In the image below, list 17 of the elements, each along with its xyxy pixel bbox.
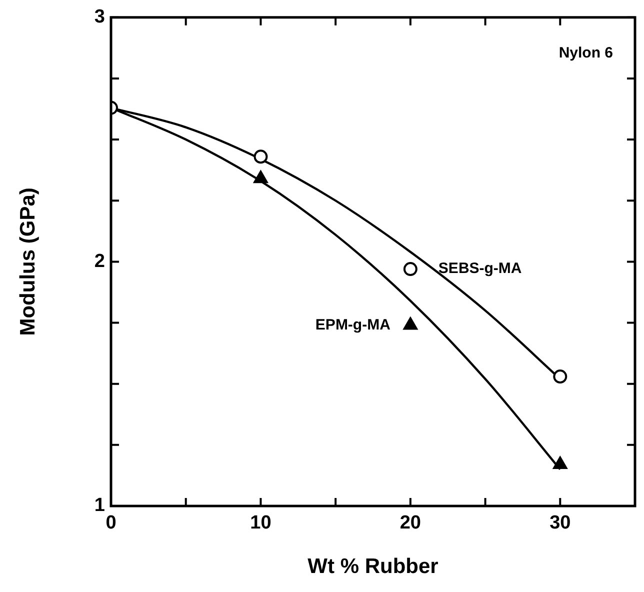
- x-tick-label: 0: [106, 512, 116, 534]
- y-tick-label: 1: [94, 495, 106, 516]
- annotation: Nylon 6: [558, 44, 613, 62]
- point: [254, 170, 268, 184]
- point: [403, 317, 418, 330]
- y-tick-label: 3: [94, 6, 105, 28]
- x-tick-label: 30: [550, 512, 571, 534]
- point: [403, 262, 418, 276]
- x-axis-title: Wt % Rubber: [308, 555, 438, 578]
- x-tick-label: 20: [400, 512, 421, 534]
- x-tick-label: 10: [250, 512, 272, 534]
- point: [553, 456, 568, 469]
- series-label: EPM-g-MA: [315, 316, 391, 334]
- point: [254, 150, 268, 164]
- series-label: SEBS-g-MA: [438, 260, 522, 278]
- y-axis-title: Modulus (GPa): [16, 188, 40, 336]
- y-tick-label: 2: [94, 250, 105, 272]
